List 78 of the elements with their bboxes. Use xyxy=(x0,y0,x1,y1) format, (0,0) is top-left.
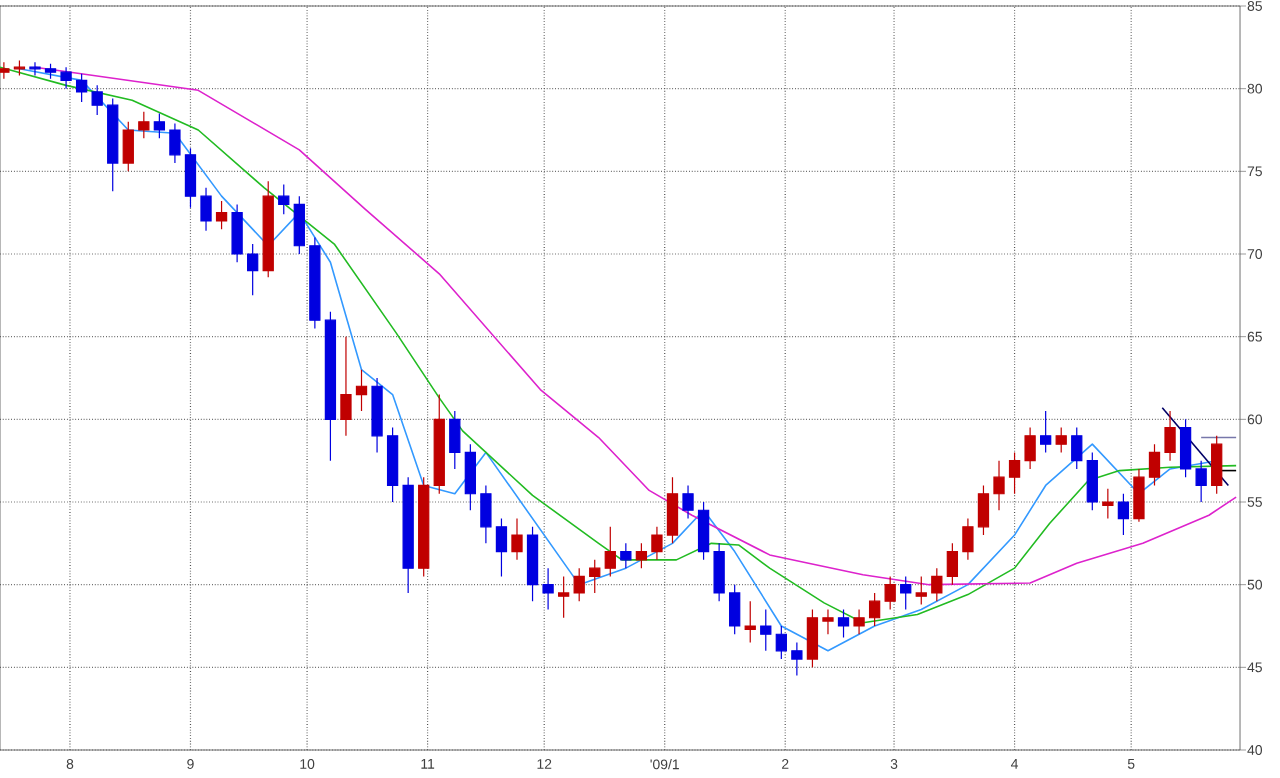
candlestick xyxy=(107,97,119,192)
candlestick xyxy=(278,183,290,215)
candlestick xyxy=(915,575,927,606)
candlestick xyxy=(1024,427,1036,470)
candlestick xyxy=(791,641,803,677)
candlestick xyxy=(682,484,694,520)
candlestick xyxy=(231,203,243,263)
candlestick xyxy=(526,526,539,602)
candlestick xyxy=(651,526,663,561)
candlestick xyxy=(1133,468,1145,523)
candlestick xyxy=(449,410,461,470)
candlestick xyxy=(1117,493,1130,536)
candlestick xyxy=(837,608,850,639)
candlestick xyxy=(604,526,616,577)
candlestick xyxy=(620,542,632,569)
candlestick xyxy=(29,61,41,77)
candlestick xyxy=(853,608,865,635)
candlestick xyxy=(1008,451,1021,495)
candlestick xyxy=(573,567,585,602)
candlestick xyxy=(542,567,554,611)
candlestick xyxy=(1040,410,1052,453)
candlestick xyxy=(822,608,834,635)
candlestick xyxy=(153,112,166,139)
candlestick xyxy=(138,111,150,139)
candlestick xyxy=(775,625,787,660)
candlestick xyxy=(635,542,648,569)
candlestick xyxy=(91,84,103,116)
candlestick xyxy=(262,180,274,278)
candlestick xyxy=(480,484,492,544)
candlestick xyxy=(464,443,477,511)
candlestick xyxy=(511,517,523,561)
candlestick xyxy=(433,393,445,495)
candlestick xyxy=(371,377,383,453)
candlestick xyxy=(977,484,990,536)
candlestick xyxy=(946,542,959,586)
candlestick xyxy=(122,121,134,172)
candlestick xyxy=(184,147,197,209)
candlestick xyxy=(0,61,10,80)
candlestick xyxy=(75,73,88,103)
candlestick xyxy=(386,427,399,503)
candlestick xyxy=(993,460,1005,511)
candlestick xyxy=(309,236,321,329)
candlestick xyxy=(1055,427,1067,453)
candlestick xyxy=(495,517,508,577)
candlestick xyxy=(418,476,430,577)
candlestick xyxy=(666,476,679,544)
candlestick xyxy=(931,567,943,602)
candlestick xyxy=(402,476,414,594)
candlestick xyxy=(1086,451,1098,511)
candlestick xyxy=(557,575,570,619)
candlestick xyxy=(900,575,912,611)
candlestick xyxy=(744,600,756,644)
candlestick xyxy=(200,187,212,232)
candlestick xyxy=(1148,443,1161,487)
candlestick xyxy=(1164,410,1176,462)
candlestick xyxy=(713,542,725,602)
candlestick xyxy=(806,608,819,668)
candlestick xyxy=(324,311,337,462)
candlestick xyxy=(1102,488,1114,520)
candlestick xyxy=(1211,435,1223,495)
candlestick xyxy=(868,592,881,627)
candlestick xyxy=(355,369,368,412)
candlestick xyxy=(760,608,772,652)
candlestick xyxy=(589,559,601,594)
candlestick xyxy=(729,584,741,635)
candlestick xyxy=(44,63,57,80)
candlestick xyxy=(1179,418,1192,478)
candlestick xyxy=(962,517,974,561)
candlestick xyxy=(1195,460,1207,503)
candlestick xyxy=(60,66,72,90)
candlestick xyxy=(293,195,305,255)
candlestick xyxy=(340,336,352,437)
candlestick xyxy=(169,122,181,164)
candlestick xyxy=(697,501,710,561)
candlestick xyxy=(247,243,259,296)
candlestick xyxy=(884,575,896,611)
candlestick xyxy=(1071,427,1083,470)
candlestick xyxy=(215,200,228,230)
